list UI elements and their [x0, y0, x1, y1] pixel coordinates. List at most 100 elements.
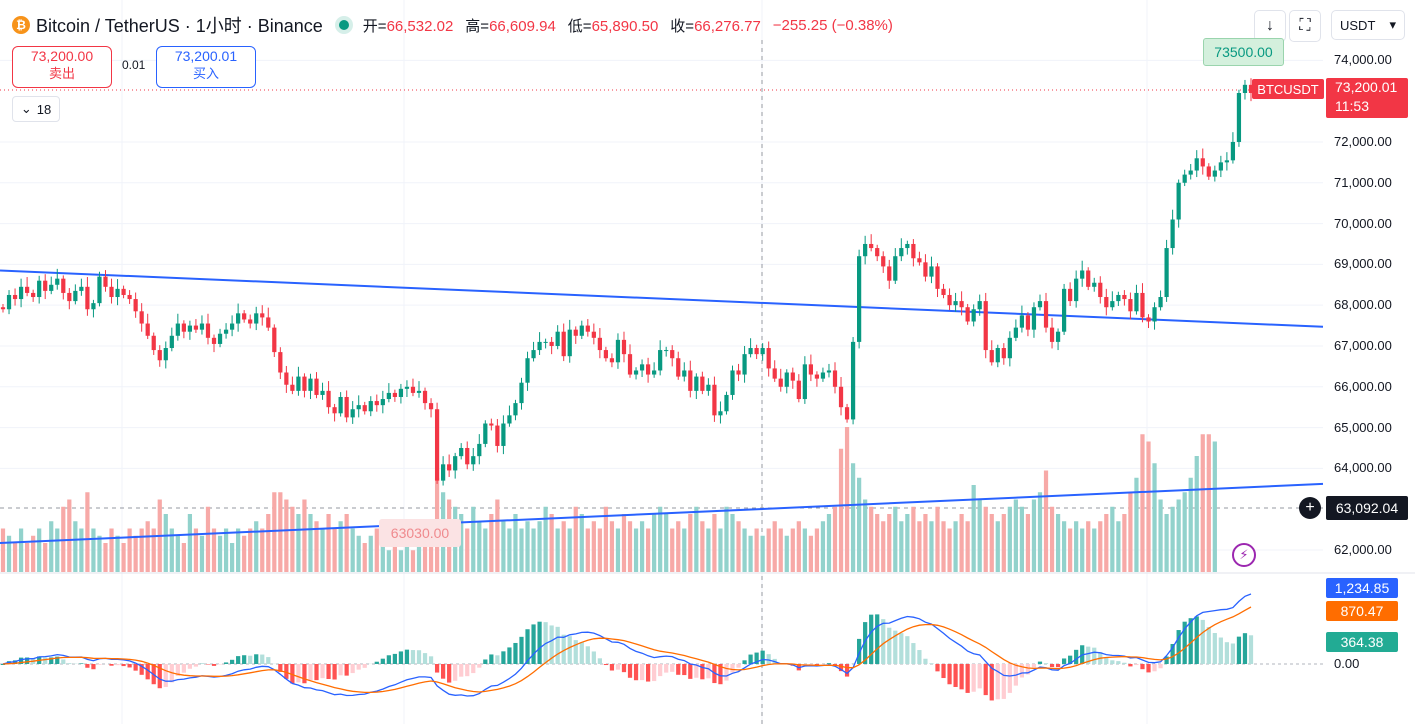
- candle: [326, 390, 331, 408]
- candle: [1236, 93, 1242, 142]
- macd-histogram-bar: [157, 664, 162, 689]
- candle: [254, 313, 259, 324]
- macd-histogram-bar: [531, 624, 536, 664]
- volume-bar: [127, 528, 132, 572]
- volume-bar: [223, 528, 229, 572]
- macd-histogram-bar: [579, 642, 584, 664]
- candle: [248, 319, 253, 324]
- candle: [453, 456, 458, 471]
- candle: [0, 307, 6, 310]
- volume-bar: [748, 535, 753, 572]
- macd-histogram-bar: [826, 663, 832, 664]
- volume-bar: [742, 528, 747, 572]
- volume-bar: [181, 543, 186, 572]
- macd-histogram-bar: [49, 657, 54, 664]
- candle: [754, 348, 759, 355]
- macd-zero-label: 0.00: [1334, 656, 1360, 671]
- macd-histogram-bar: [929, 663, 934, 664]
- price-axis-tick: 65,000.00: [1334, 419, 1392, 435]
- candle: [296, 376, 301, 391]
- volume-bar: [1140, 434, 1145, 572]
- candle: [1043, 301, 1049, 328]
- volume-bar: [495, 499, 500, 572]
- candle: [1104, 297, 1109, 308]
- volume-bar: [549, 514, 554, 572]
- macd-histogram-bar: [115, 664, 120, 666]
- candle: [609, 358, 615, 363]
- candle: [1074, 278, 1079, 302]
- volume-bar: [1110, 506, 1115, 572]
- volume-bar: [362, 543, 367, 572]
- volume-bar: [850, 463, 856, 572]
- volume-bar: [760, 535, 765, 572]
- candle: [368, 401, 373, 412]
- candle: [441, 464, 446, 481]
- candle: [1110, 301, 1115, 308]
- currency-select[interactable]: USDT ▾: [1331, 10, 1405, 40]
- volume-bar: [1176, 499, 1181, 572]
- candle: [1092, 282, 1097, 287]
- volume-bar: [911, 506, 916, 572]
- volume-bar: [344, 514, 349, 572]
- candle: [428, 403, 434, 410]
- volume-bar: [1049, 506, 1055, 572]
- indicators-toggle[interactable]: ⌄ 18: [12, 96, 60, 122]
- candle: [392, 392, 397, 397]
- macd-histogram-bar: [495, 655, 500, 664]
- macd-line: [2, 593, 1252, 697]
- candle: [1230, 141, 1236, 161]
- macd-histogram-bar: [953, 664, 958, 687]
- low-price-marker: 63030.00: [379, 519, 461, 547]
- volume-bar: [43, 543, 48, 572]
- macd-histogram-bar: [1043, 663, 1049, 664]
- macd-histogram-bar: [459, 664, 464, 677]
- sell-button[interactable]: 73,200.00 卖出: [12, 46, 112, 88]
- candle: [1224, 160, 1229, 163]
- macd-histogram-bar: [1128, 664, 1133, 667]
- fullscreen-button[interactable]: ⛶: [1289, 10, 1321, 42]
- macd-histogram-bar: [1092, 647, 1097, 664]
- candle: [181, 323, 186, 332]
- volume-bar: [857, 477, 862, 572]
- candle: [555, 331, 560, 346]
- macd-histogram-bar: [760, 650, 765, 664]
- volume-bar: [428, 543, 434, 572]
- volume-bar: [543, 506, 548, 572]
- volume-bar: [199, 535, 205, 572]
- macd-histogram-bar: [844, 664, 850, 677]
- candle: [242, 313, 247, 320]
- volume-bar: [1188, 477, 1193, 572]
- macd-histogram-bar: [398, 651, 404, 664]
- candle: [1194, 158, 1199, 171]
- macd-histogram-bar: [1206, 627, 1211, 664]
- volume-bar: [766, 528, 771, 572]
- symbol-title[interactable]: Bitcoin / TetherUS · 1小时 · Binance: [36, 16, 323, 36]
- candle: [923, 262, 928, 277]
- candle: [356, 405, 361, 410]
- add-alert-icon[interactable]: +: [1299, 497, 1321, 519]
- macd-histogram-bar: [1001, 664, 1006, 699]
- macd-histogram-bar: [392, 653, 397, 664]
- lightning-icon[interactable]: ⚡: [1232, 543, 1256, 567]
- macd-histogram-bar: [489, 654, 494, 664]
- macd-histogram-bar: [863, 622, 868, 664]
- volume-bar: [163, 514, 168, 572]
- candle: [893, 256, 898, 281]
- candle: [802, 364, 807, 400]
- candle: [537, 341, 542, 351]
- volume-bar: [585, 528, 590, 572]
- candle: [1122, 294, 1127, 300]
- volume-bar: [392, 543, 397, 572]
- candle: [778, 378, 783, 387]
- volume-bar: [573, 506, 578, 572]
- volume-bar: [1122, 514, 1127, 572]
- candle: [561, 331, 566, 357]
- buy-button[interactable]: 73,200.01 买入: [156, 46, 256, 88]
- candle: [971, 309, 976, 322]
- candle: [1152, 307, 1157, 322]
- volume-bar: [1206, 434, 1211, 572]
- candle: [983, 301, 988, 351]
- macd-histogram-bar: [537, 621, 542, 664]
- macd-histogram-bar: [591, 651, 596, 664]
